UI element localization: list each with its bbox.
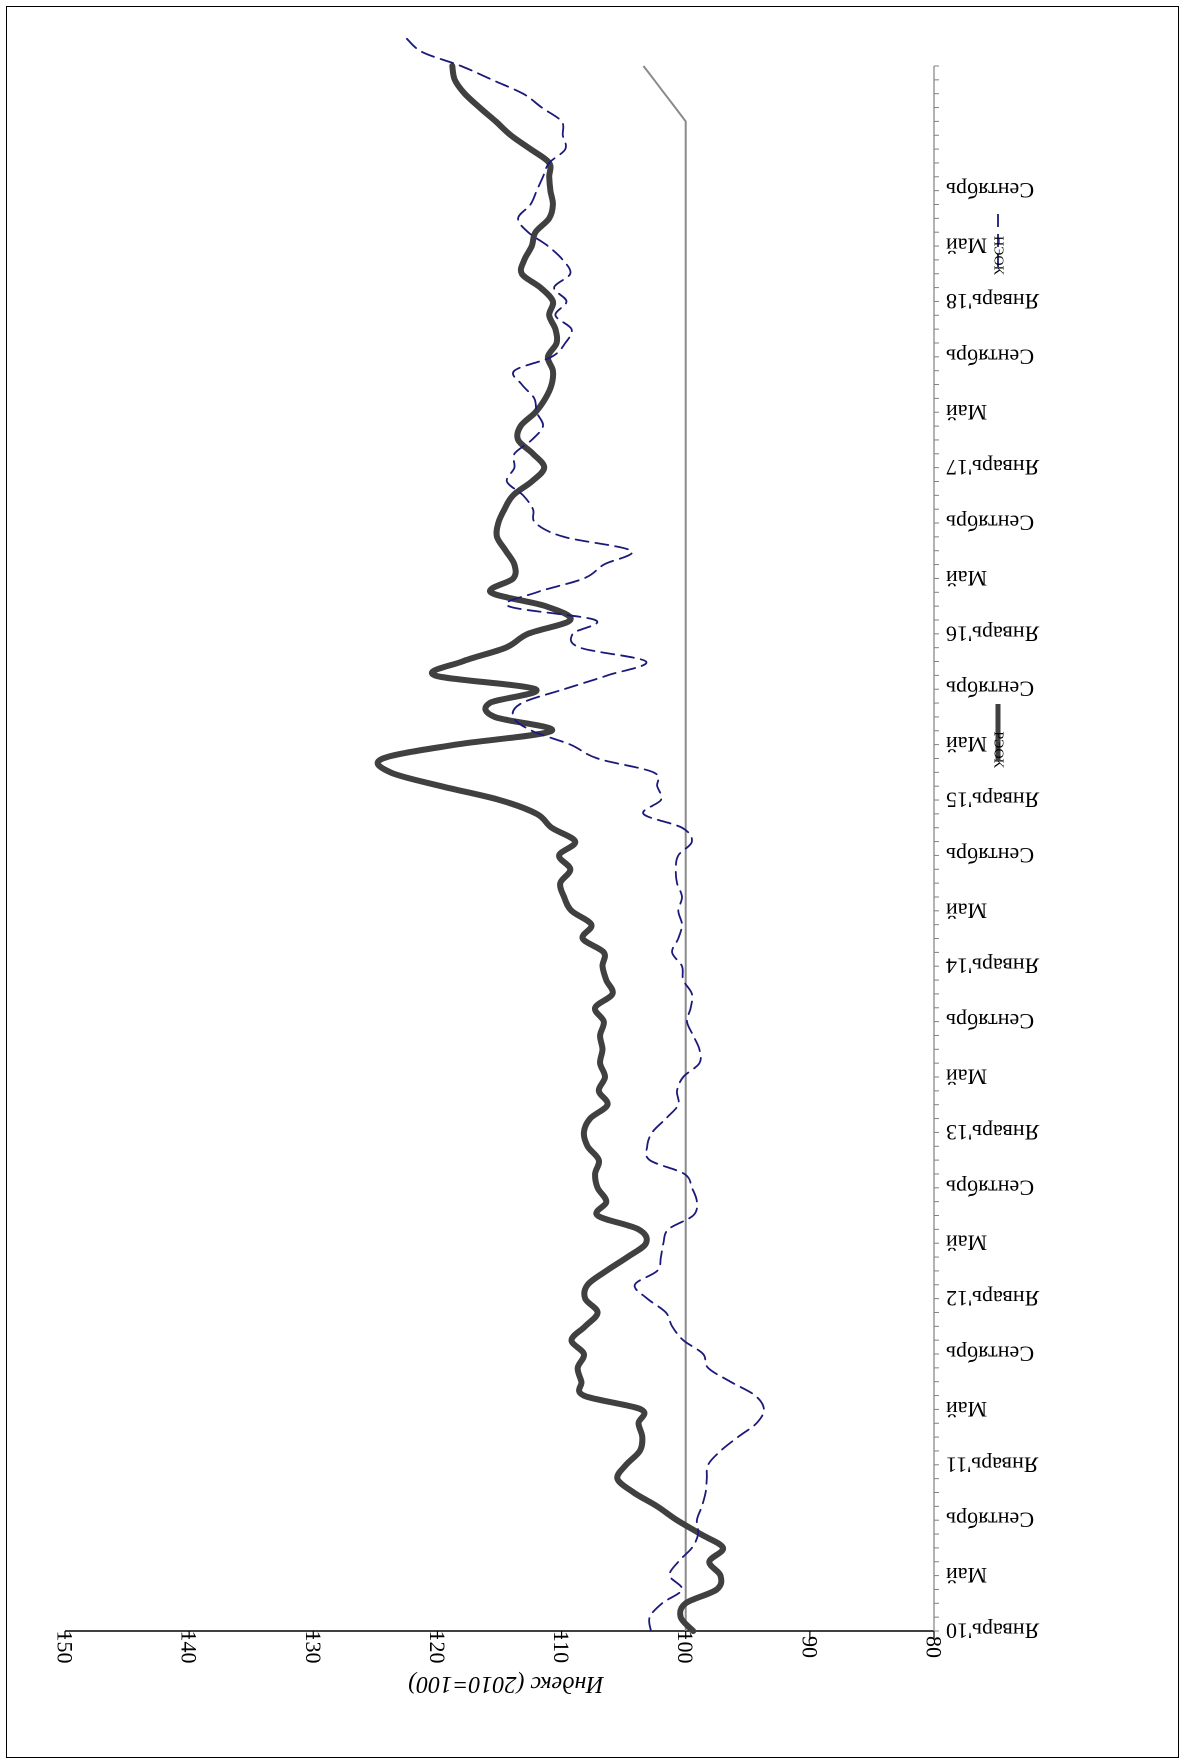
time-axis-label: Май (946, 234, 987, 259)
value-axis-tick-label: 150 (53, 1631, 78, 1664)
value-axis-tick-label: 110 (549, 1631, 574, 1663)
time-axis-label: Январь'11 (946, 1452, 1039, 1477)
time-axis-label: Сентябрь (946, 677, 1034, 702)
value-axis-tick-label: 90 (797, 1636, 822, 1658)
chart-legend: РЭОК НЭОК (991, 211, 1006, 769)
time-axis-label: Май (946, 1065, 987, 1090)
value-axis-tick-label: 120 (425, 1631, 450, 1664)
legend-label: НЭОК (991, 236, 1006, 276)
chart-texts: Индекс (2010=100) (408, 1671, 604, 1697)
reference-line-100 (642, 65, 687, 1631)
time-axis-label: Январь'12 (946, 1286, 1039, 1311)
time-axis-label: Январь'13 (946, 1120, 1039, 1145)
time-axis-label: Сентябрь (946, 178, 1034, 203)
time-axis-label: Сентябрь (946, 1342, 1034, 1367)
series-line-reok (374, 63, 726, 1634)
legend-label: РЭОК (991, 731, 1006, 768)
time-axis-label: Январь'15 (946, 788, 1039, 813)
time-axis-label: Май (946, 898, 987, 923)
time-axis-label: Май (946, 566, 987, 591)
value-axis-tick-label: 80 (922, 1636, 947, 1658)
chart-axes: 80 90 100 110 120 130 140 150 Январь'10 Май Сентяб… (53, 65, 1039, 1664)
time-axis-label: Сентябрь (946, 511, 1034, 536)
time-axis-label: Май (946, 1231, 987, 1256)
time-axis-label: Сентябрь (946, 344, 1034, 369)
time-axis-label: Сентябрь (946, 1175, 1034, 1200)
time-axis-label: Январь'18 (946, 289, 1039, 314)
time-axis-label: Сентябрь (946, 1508, 1034, 1533)
value-axis-title: Индекс (2010=100) (408, 1671, 604, 1697)
time-axis-label: Май (946, 400, 987, 425)
time-axis-label: Сентябрь (946, 1009, 1034, 1034)
chart-frame (6, 6, 1179, 1758)
value-axis-tick-label: 140 (177, 1631, 202, 1664)
time-axis-label: Май (946, 1397, 987, 1422)
time-axis-label: Сентябрь (946, 843, 1034, 868)
time-axis-label: Май (946, 1563, 987, 1588)
value-axis-tick-label: 100 (673, 1631, 698, 1664)
time-axis-label: Январь'14 (946, 954, 1039, 979)
time-axis-label: Январь'17 (946, 455, 1039, 480)
value-axis-tick-label: 130 (301, 1631, 326, 1664)
series-line-neok (405, 37, 765, 1632)
time-axis-label: Январь'10 (946, 1619, 1039, 1644)
time-axis-label: Январь'16 (946, 621, 1039, 646)
time-axis-label: Май (946, 732, 987, 757)
chart-series (374, 37, 765, 1634)
